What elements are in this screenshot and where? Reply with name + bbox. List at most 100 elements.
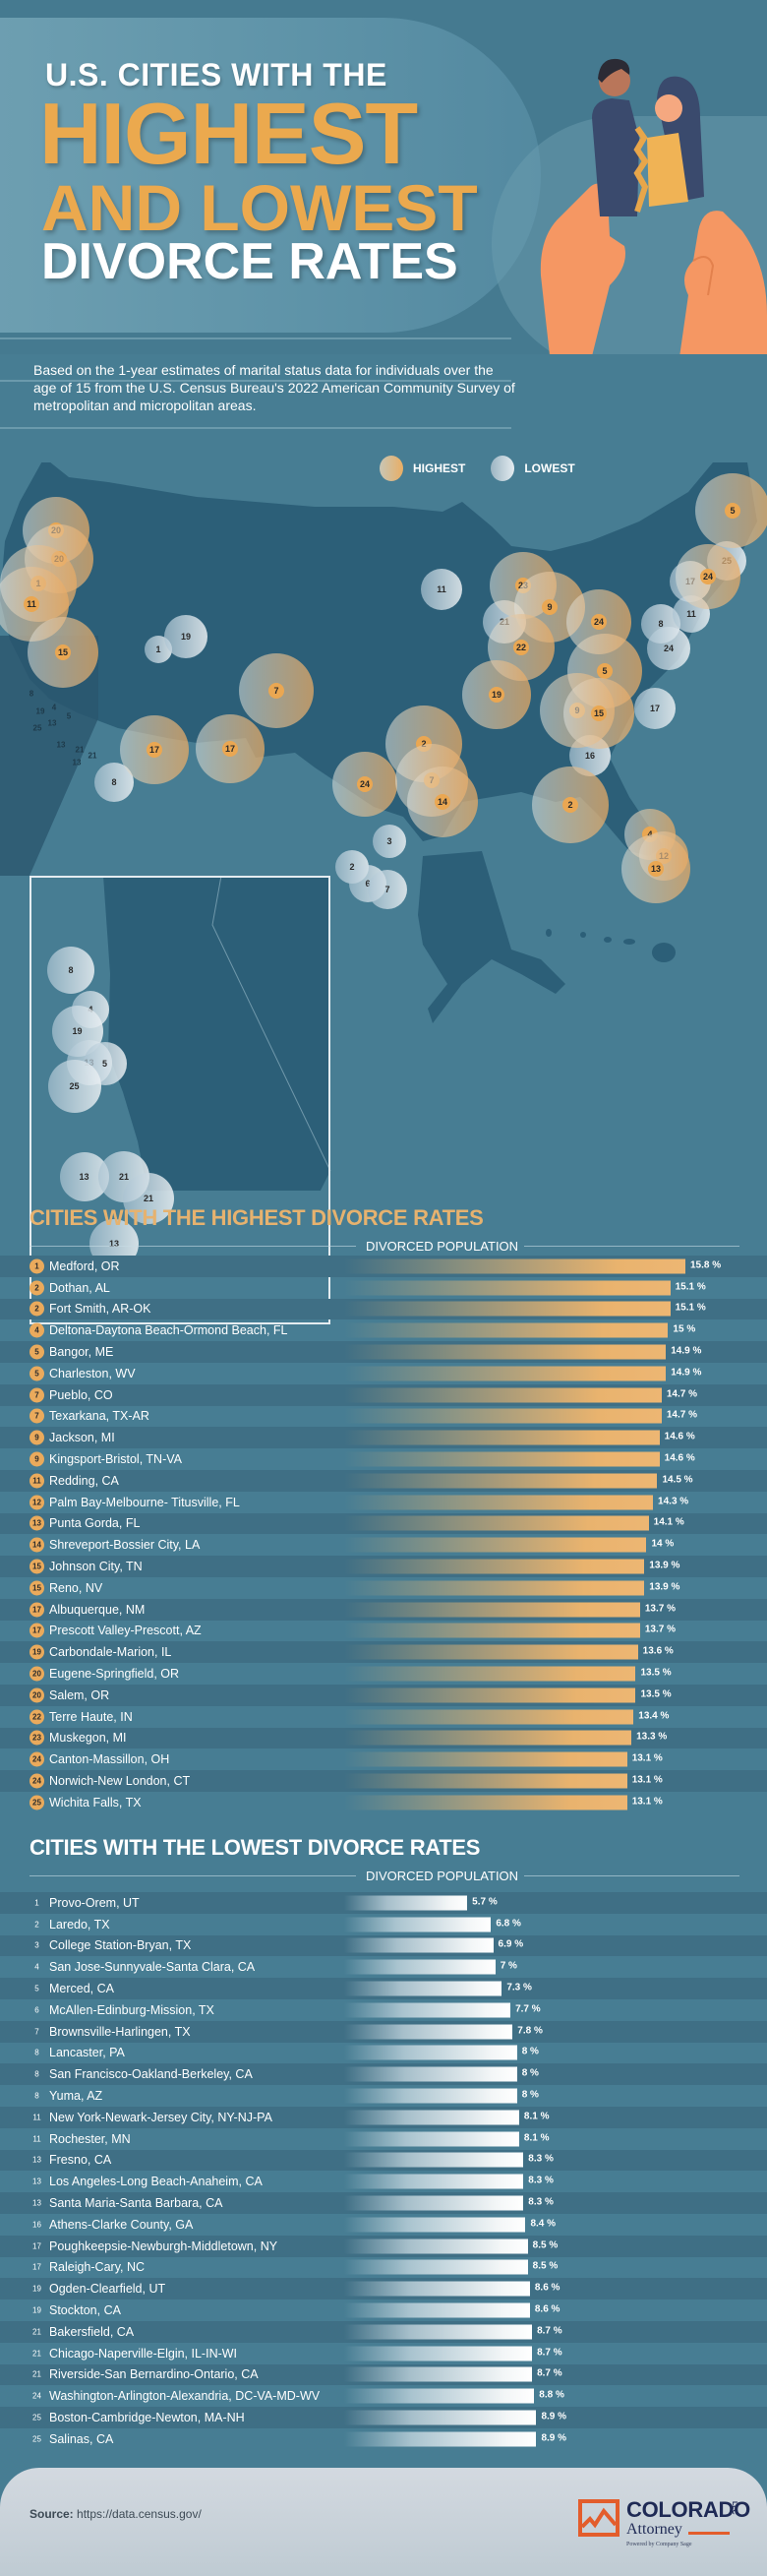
divorce-rate-value: 8.6 % bbox=[534, 2303, 560, 2315]
divorce-rate-value: 13.9 % bbox=[649, 1560, 680, 1571]
rank-badge: 15 bbox=[30, 1559, 44, 1574]
logo-powered-by: Powered by Company Sage bbox=[626, 2542, 692, 2547]
city-name: Norwich-New London, CT bbox=[49, 1774, 191, 1789]
divorce-rate-value: 13.1 % bbox=[631, 1752, 663, 1764]
city-name: Fresno, CA bbox=[49, 2153, 112, 2168]
divorce-rate-bar bbox=[344, 1959, 496, 1975]
divorce-rate-value: 8.7 % bbox=[537, 2325, 562, 2337]
logo-attorney: Attorney bbox=[626, 2521, 682, 2538]
city-name: Jackson, MI bbox=[49, 1431, 115, 1445]
rank-badge: 25 bbox=[30, 1795, 44, 1810]
table-row: 19 Carbondale-Marion, IL 13.6 % bbox=[0, 1641, 767, 1664]
table-row: 2 Fort Smith, AR-OK 15.1 % bbox=[0, 1298, 767, 1320]
divorce-rate-value: 8.5 % bbox=[532, 2239, 559, 2251]
table-row: 24 Canton-Massillon, OH 13.1 % bbox=[0, 1748, 767, 1770]
rank-badge: 9 bbox=[30, 1430, 44, 1445]
rank-badge: 17 bbox=[30, 1623, 44, 1638]
legend-lowest-label: LOWEST bbox=[524, 461, 575, 475]
lowest-marker-rank: 1 bbox=[155, 644, 161, 654]
table-row: 13 Punta Gorda, FL 14.1 % bbox=[0, 1512, 767, 1535]
lowest-city-marker bbox=[647, 627, 690, 670]
table-row: 6 McAllen-Edinburg-Mission, TX 7.7 % bbox=[0, 1999, 767, 2021]
divorce-rate-bar bbox=[344, 2110, 519, 2125]
table-row: 2 Dothan, AL 15.1 % bbox=[0, 1277, 767, 1299]
mainland-california-rank-label: 13 bbox=[56, 740, 66, 750]
city-name: Athens-Clarke County, GA bbox=[49, 2217, 194, 2232]
rank-badge: 24 bbox=[30, 1751, 44, 1767]
divorce-rate-bar bbox=[344, 2066, 517, 2082]
city-name: New York-Newark-Jersey City, NY-NJ-PA bbox=[49, 2110, 272, 2124]
table-row: 13 Los Angeles-Long Beach-Anaheim, CA 8.3 … bbox=[0, 2171, 767, 2192]
lowest-marker-rank: 17 bbox=[649, 704, 661, 713]
divorce-rate-value: 14.6 % bbox=[664, 1452, 695, 1464]
mainland-california-rank-label: 8 bbox=[29, 689, 34, 699]
divorce-rate-bar bbox=[344, 1751, 627, 1767]
rank-badge: 19 bbox=[30, 1644, 44, 1660]
divorce-rate-value: 8 % bbox=[521, 2046, 539, 2057]
highest-section-title: CITIES WITH THE HIGHEST DIVORCE RATES bbox=[30, 1205, 484, 1230]
inset-projection bbox=[0, 636, 98, 876]
table-row: 14 Shreveport-Bossier City, LA 14 % bbox=[0, 1534, 767, 1556]
divorce-rate-value: 8.5 % bbox=[532, 2260, 559, 2272]
divorce-rate-bar bbox=[344, 1917, 492, 1932]
rank-badge: 12 bbox=[30, 1495, 44, 1510]
table-row: 20 Salem, OR 13.5 % bbox=[0, 1684, 767, 1706]
lowest-marker-rank: 11 bbox=[437, 584, 446, 594]
rank-badge: 3 bbox=[34, 1940, 39, 1950]
table-row: 21 Riverside-San Bernardino-Ontario, CA 8.… bbox=[0, 2363, 767, 2386]
divorce-rate-bar bbox=[344, 1687, 636, 1703]
colorado-attorney-logo[interactable]: COLORADO LLC Attorney Powered by Company… bbox=[578, 2495, 750, 2554]
city-name: Fort Smith, AR-OK bbox=[49, 1302, 151, 1317]
table-row: 4 Deltona-Daytona Beach-Ormond Beach, FL 1… bbox=[0, 1319, 767, 1341]
lowest-city-marker bbox=[421, 569, 462, 610]
divorce-rate-bar bbox=[344, 2002, 511, 2018]
rank-badge: 2 bbox=[30, 1280, 44, 1296]
table-row: 7 Pueblo, CO 14.7 % bbox=[0, 1383, 767, 1406]
divorce-rate-bar bbox=[344, 2302, 530, 2318]
divorce-rate-value: 7.7 % bbox=[515, 2003, 541, 2015]
table-row: 16 Athens-Clarke County, GA 8.4 % bbox=[0, 2214, 767, 2236]
rank-badge: 17 bbox=[30, 1602, 44, 1618]
divorce-rate-bar bbox=[344, 2431, 537, 2447]
mainland-california-rank-label: 21 bbox=[75, 745, 85, 755]
lowest-city-marker bbox=[368, 870, 407, 909]
table-row: 20 Eugene-Springfield, OR 13.5 % bbox=[0, 1663, 767, 1685]
mainland-california-rank-label: 19 bbox=[35, 706, 45, 716]
city-name: Rochester, MN bbox=[49, 2131, 131, 2146]
divorce-rate-bar bbox=[344, 2324, 533, 2340]
divorce-rate-value: 7.3 % bbox=[506, 1982, 532, 1993]
rank-badge: 25 bbox=[32, 2413, 41, 2423]
mainland-california-rank-label: 4 bbox=[51, 703, 57, 712]
divider bbox=[30, 1875, 356, 1876]
divorce-rate-value: 13.7 % bbox=[644, 1603, 677, 1615]
rank-badge: 8 bbox=[34, 2069, 39, 2079]
title-divorce-rates: DIVORCE RATES bbox=[41, 233, 458, 290]
hero-backdrop bbox=[0, 18, 541, 333]
divorce-rate-bar bbox=[344, 2088, 517, 2104]
city-name: Shreveport-Bossier City, LA bbox=[49, 1538, 201, 1553]
divider bbox=[0, 380, 511, 382]
city-name: Charleston, WV bbox=[49, 1366, 136, 1380]
rank-badge: 21 bbox=[32, 2327, 41, 2337]
title-prefix: U.S. CITIES WITH THE bbox=[45, 57, 387, 92]
rank-badge: 5 bbox=[34, 1984, 39, 1993]
legend-lowest: LOWEST bbox=[491, 456, 575, 481]
table-row: 3 College Station-Bryan, TX 6.9 % bbox=[0, 1934, 767, 1957]
lowest-table: 1 Provo-Orem, UT 5.7 % 2 Laredo, TX 6.8 % 3 Col… bbox=[0, 1892, 767, 2450]
highest-marker-rank: 17 bbox=[222, 741, 238, 757]
lowest-city-marker bbox=[373, 825, 406, 858]
man-body-icon bbox=[592, 98, 639, 216]
city-name: Albuquerque, NM bbox=[49, 1602, 146, 1617]
table-row: 17 Raleigh-Cary, NC 8.5 % bbox=[0, 2257, 767, 2279]
divorce-rate-value: 15 % bbox=[673, 1323, 696, 1335]
city-name: Laredo, TX bbox=[49, 1917, 110, 1932]
city-name: Riverside-San Bernardino-Ontario, CA bbox=[49, 2367, 259, 2382]
divorce-rate-value: 13.3 % bbox=[636, 1731, 668, 1743]
highest-dot-icon bbox=[380, 456, 403, 481]
city-name: Bangor, ME bbox=[49, 1345, 114, 1360]
divorce-rate-value: 8.8 % bbox=[539, 2389, 564, 2401]
lowest-marker-rank: 2 bbox=[349, 862, 355, 872]
source-label: Source: bbox=[30, 2507, 74, 2521]
table-row: 2 Laredo, TX 6.8 % bbox=[0, 1914, 767, 1935]
source-link[interactable]: https://data.census.gov/ bbox=[77, 2507, 202, 2521]
